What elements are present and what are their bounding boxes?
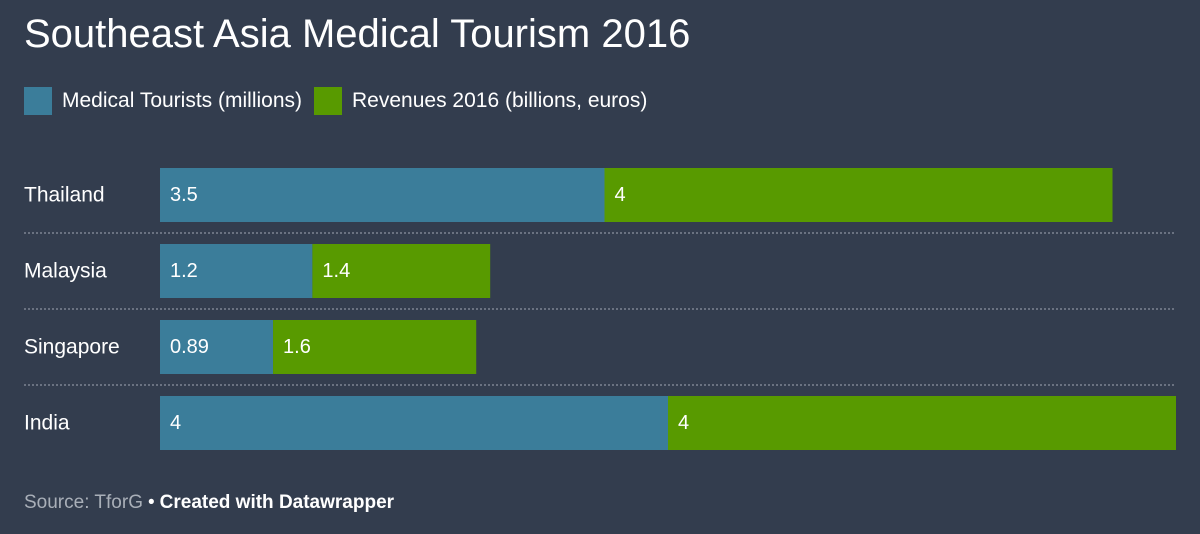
source-note: Source: TforG <box>24 492 143 513</box>
bar-malaysia-series-2 <box>312 244 491 298</box>
value-label-thailand-series-1: 3.5 <box>170 184 198 206</box>
category-label-thailand: Thailand <box>24 184 105 207</box>
category-label-singapore: Singapore <box>24 336 120 359</box>
legend-item-revenues: Revenues 2016 (billions, euros) <box>314 87 647 115</box>
bar-malaysia-series-1 <box>160 244 313 298</box>
value-label-thailand-series-2: 4 <box>615 184 626 206</box>
bar-thailand-series-1 <box>160 168 605 222</box>
bar-singapore-series-2 <box>273 320 477 374</box>
footer: Source: TforG • Created with Datawrapper <box>24 492 394 514</box>
bar-singapore-series-1 <box>160 320 274 374</box>
legend-label-medical-tourists: Medical Tourists (millions) <box>62 89 303 112</box>
value-label-singapore-series-2: 1.6 <box>283 336 311 358</box>
chart-title: Southeast Asia Medical Tourism 2016 <box>24 12 691 56</box>
value-label-india-series-1: 4 <box>170 412 181 434</box>
value-label-india-series-2: 4 <box>678 412 689 434</box>
bar-india-series-1 <box>160 396 668 450</box>
value-label-malaysia-series-2: 1.4 <box>322 260 350 282</box>
bar-india-series-2 <box>668 396 1176 450</box>
legend-item-medical-tourists: Medical Tourists (millions) <box>24 87 302 115</box>
bar-thailand-series-2 <box>604 168 1113 222</box>
datawrapper-credit-link[interactable]: Created with Datawrapper <box>159 492 395 513</box>
legend: Medical Tourists (millions) Revenues 201… <box>24 87 647 115</box>
value-label-malaysia-series-1: 1.2 <box>170 260 198 282</box>
footer-separator: • <box>147 492 155 513</box>
legend-swatch-medical-tourists <box>24 87 52 115</box>
value-label-singapore-series-1: 0.89 <box>170 336 209 358</box>
legend-label-revenues: Revenues 2016 (billions, euros) <box>352 89 648 112</box>
category-label-malaysia: Malaysia <box>24 260 107 283</box>
category-label-india: India <box>24 412 70 435</box>
legend-swatch-revenues <box>314 87 343 115</box>
